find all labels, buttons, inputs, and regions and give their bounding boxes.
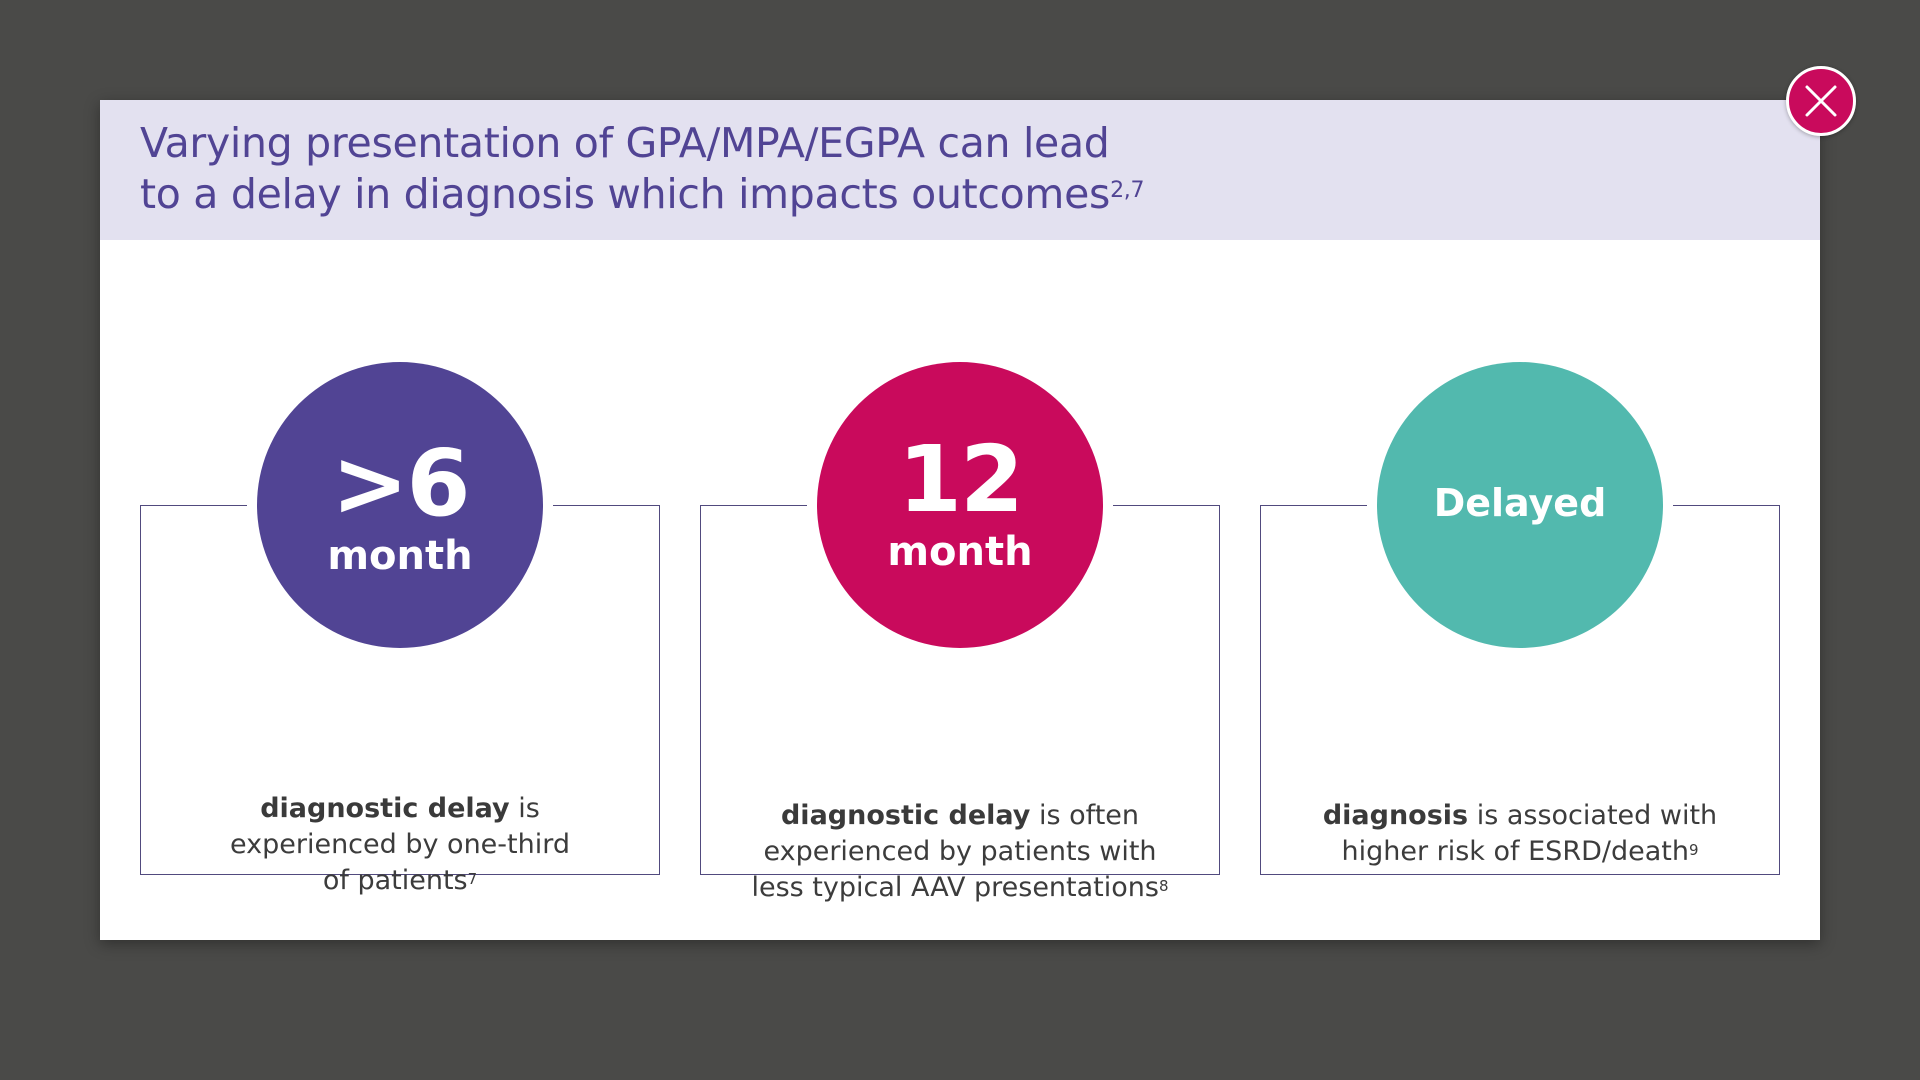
desc-line-2: experienced by patients with xyxy=(763,836,1157,867)
stat-description: diagnostic delay is experienced by one-t… xyxy=(161,791,639,899)
desc-line-2: higher risk of ESRD/death xyxy=(1341,836,1689,867)
stat-unit: month xyxy=(887,529,1033,575)
desc-bold: diagnosis xyxy=(1322,800,1469,831)
stat-description: diagnostic delay is often experienced by… xyxy=(721,798,1199,906)
stat-value: Delayed xyxy=(1433,481,1607,525)
close-x-icon xyxy=(1805,85,1837,117)
stat-value: 12 xyxy=(897,426,1024,533)
close-button[interactable] xyxy=(1786,66,1856,136)
stat-value: >6 xyxy=(331,430,470,537)
desc-line-3: of patients xyxy=(322,865,468,896)
modal-header: Varying presentation of GPA/MPA/EGPA can… xyxy=(100,100,1820,240)
desc-reference: 7 xyxy=(467,870,478,888)
desc-bold: diagnostic delay xyxy=(780,800,1031,831)
title-line-1: Varying presentation of GPA/MPA/EGPA can… xyxy=(140,119,1110,167)
stat-circle-teal: Delayed xyxy=(1377,362,1663,648)
desc-reference: 8 xyxy=(1158,877,1169,895)
desc-bold: diagnostic delay xyxy=(260,793,510,824)
stat-unit: month xyxy=(327,533,473,579)
desc-line-1: is often xyxy=(1030,800,1139,831)
stat-circle-magenta: 12 month xyxy=(817,362,1103,648)
stat-circle-purple: >6 month xyxy=(257,362,543,648)
desc-reference: 9 xyxy=(1688,841,1699,859)
modal-dialog: Varying presentation of GPA/MPA/EGPA can… xyxy=(100,100,1820,940)
stat-description: diagnosis is associated with higher risk… xyxy=(1281,798,1759,870)
desc-line-1: is xyxy=(509,793,540,824)
desc-line-3: less typical AAV presentations xyxy=(751,872,1159,903)
title-reference: 2,7 xyxy=(1110,178,1145,203)
modal-title: Varying presentation of GPA/MPA/EGPA can… xyxy=(140,118,1440,220)
title-line-2: to a delay in diagnosis which impacts ou… xyxy=(140,170,1111,218)
desc-line-1: is associated with xyxy=(1468,800,1718,831)
desc-line-2: experienced by one-third xyxy=(229,829,571,860)
